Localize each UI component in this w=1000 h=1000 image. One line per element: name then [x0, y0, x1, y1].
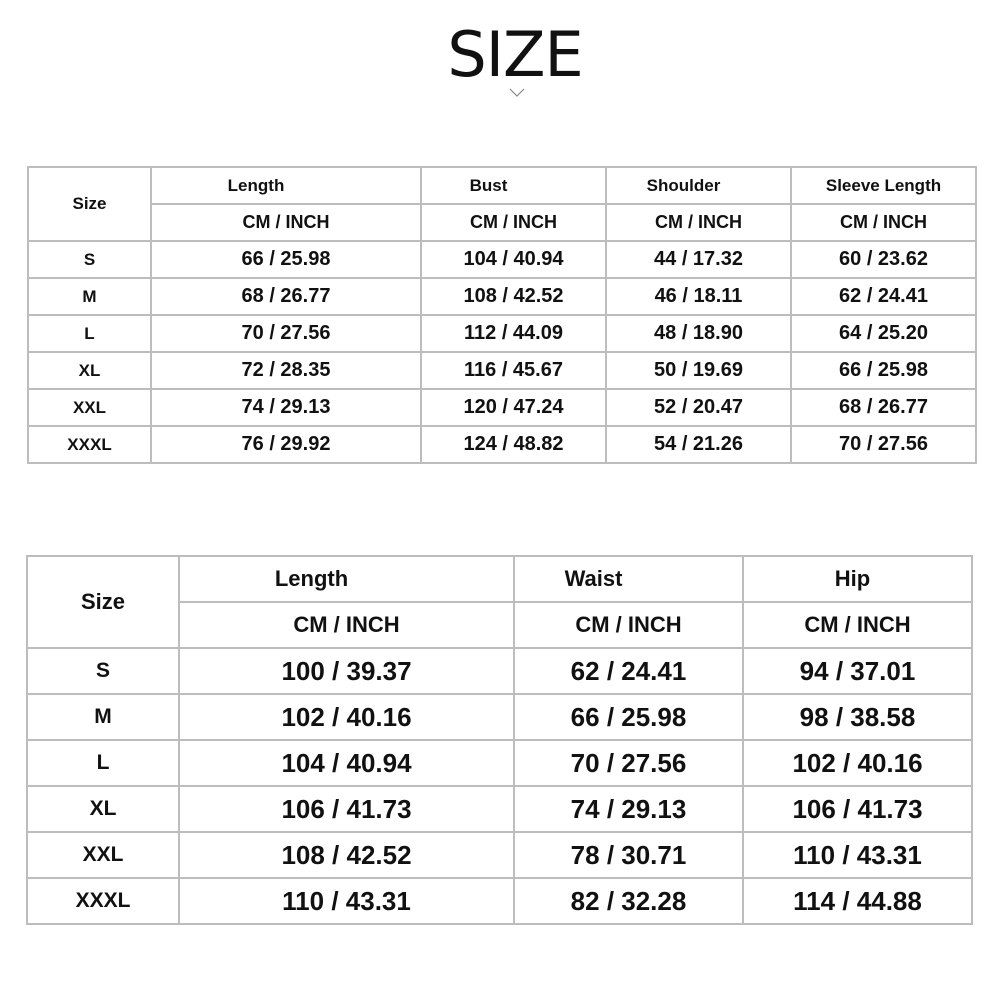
- value-cell: 72 / 28.35: [150, 351, 422, 390]
- header-row: Size Length Bust Shoulder Sleeve Length: [27, 166, 977, 242]
- column-header: Waist: [513, 555, 744, 603]
- value-cell: 50 / 19.69: [605, 351, 792, 390]
- value-cell: 112 / 44.09: [420, 314, 607, 353]
- unit-label: CM / INCH: [150, 203, 422, 242]
- value-cell: 104 / 40.94: [178, 739, 515, 787]
- chevron-down-icon: [509, 88, 525, 97]
- size-header: Size: [27, 166, 152, 242]
- table-row: M 68 / 26.77 108 / 42.52 46 / 18.11 62 / 24.…: [27, 277, 977, 316]
- value-cell: 124 / 48.82: [420, 425, 607, 464]
- size-cell: XL: [26, 785, 180, 833]
- value-cell: 66 / 25.98: [513, 693, 744, 741]
- table-row: XXL 108 / 42.52 78 / 30.71 110 / 43.31: [26, 831, 973, 879]
- value-cell: 114 / 44.88: [742, 877, 973, 925]
- column-header: Bust: [420, 166, 607, 205]
- value-cell: 66 / 25.98: [150, 240, 422, 279]
- table-row: L 70 / 27.56 112 / 44.09 48 / 18.90 64 / 25.…: [27, 314, 977, 353]
- size-cell: XXXL: [26, 877, 180, 925]
- value-cell: 70 / 27.56: [513, 739, 744, 787]
- unit-label: CM / INCH: [178, 601, 515, 649]
- value-cell: 64 / 25.20: [790, 314, 977, 353]
- top-size-table: Size Length Bust Shoulder Sleeve Length CM / …: [27, 166, 977, 464]
- value-cell: 62 / 24.41: [790, 277, 977, 316]
- table-row: L 104 / 40.94 70 / 27.56 102 / 40.16: [26, 739, 973, 787]
- value-cell: 52 / 20.47: [605, 388, 792, 427]
- column-header: Length: [150, 166, 422, 205]
- value-cell: 68 / 26.77: [150, 277, 422, 316]
- value-cell: 70 / 27.56: [150, 314, 422, 353]
- size-cell: S: [26, 647, 180, 695]
- size-cell: S: [27, 240, 152, 279]
- table-row: XL 72 / 28.35 116 / 45.67 50 / 19.69 66 / 25…: [27, 351, 977, 390]
- value-cell: 70 / 27.56: [790, 425, 977, 464]
- size-cell: M: [26, 693, 180, 741]
- size-cell: L: [26, 739, 180, 787]
- unit-label: CM / INCH: [790, 203, 977, 242]
- column-header: Hip: [742, 555, 973, 603]
- header-row: Size Length Waist Hip: [26, 555, 973, 649]
- unit-label: CM / INCH: [742, 601, 973, 649]
- column-header: Length: [178, 555, 515, 603]
- size-header: Size: [26, 555, 180, 649]
- value-cell: 82 / 32.28: [513, 877, 744, 925]
- table-row: XXXL 110 / 43.31 82 / 32.28 114 / 44.88: [26, 877, 973, 925]
- value-cell: 94 / 37.01: [742, 647, 973, 695]
- value-cell: 102 / 40.16: [178, 693, 515, 741]
- value-cell: 110 / 43.31: [742, 831, 973, 879]
- value-cell: 76 / 29.92: [150, 425, 422, 464]
- unit-label: CM / INCH: [420, 203, 607, 242]
- value-cell: 78 / 30.71: [513, 831, 744, 879]
- value-cell: 108 / 42.52: [178, 831, 515, 879]
- size-cell: M: [27, 277, 152, 316]
- table-row: XXL 74 / 29.13 120 / 47.24 52 / 20.47 68 / 2…: [27, 388, 977, 427]
- value-cell: 106 / 41.73: [742, 785, 973, 833]
- value-cell: 106 / 41.73: [178, 785, 515, 833]
- value-cell: 48 / 18.90: [605, 314, 792, 353]
- table-row: S 66 / 25.98 104 / 40.94 44 / 17.32 60 / 23.…: [27, 240, 977, 279]
- table-row: S 100 / 39.37 62 / 24.41 94 / 37.01: [26, 647, 973, 695]
- value-cell: 66 / 25.98: [790, 351, 977, 390]
- value-cell: 98 / 38.58: [742, 693, 973, 741]
- column-header: Sleeve Length: [790, 166, 977, 205]
- bottom-size-table: Size Length Waist Hip CM / INCH CM / INCH CM /…: [26, 555, 973, 925]
- value-cell: 100 / 39.37: [178, 647, 515, 695]
- value-cell: 116 / 45.67: [420, 351, 607, 390]
- size-cell: L: [27, 314, 152, 353]
- unit-row: CM / INCH CM / INCH CM / INCH: [27, 601, 973, 649]
- value-cell: 44 / 17.32: [605, 240, 792, 279]
- unit-label: CM / INCH: [513, 601, 744, 649]
- value-cell: 102 / 40.16: [742, 739, 973, 787]
- value-cell: 68 / 26.77: [790, 388, 977, 427]
- value-cell: 120 / 47.24: [420, 388, 607, 427]
- column-header: Shoulder: [605, 166, 792, 205]
- value-cell: 104 / 40.94: [420, 240, 607, 279]
- value-cell: 54 / 21.26: [605, 425, 792, 464]
- value-cell: 108 / 42.52: [420, 277, 607, 316]
- page-title: SIZE: [447, 18, 583, 91]
- size-cell: XXXL: [27, 425, 152, 464]
- size-cell: XXL: [26, 831, 180, 879]
- size-cell: XXL: [27, 388, 152, 427]
- unit-label: CM / INCH: [605, 203, 792, 242]
- value-cell: 46 / 18.11: [605, 277, 792, 316]
- value-cell: 74 / 29.13: [513, 785, 744, 833]
- table-row: XL 106 / 41.73 74 / 29.13 106 / 41.73: [26, 785, 973, 833]
- table-row: XXXL 76 / 29.92 124 / 48.82 54 / 21.26 70 / …: [27, 425, 977, 464]
- unit-row: CM / INCH CM / INCH CM / INCH CM / INCH: [28, 203, 977, 242]
- value-cell: 74 / 29.13: [150, 388, 422, 427]
- value-cell: 60 / 23.62: [790, 240, 977, 279]
- size-cell: XL: [27, 351, 152, 390]
- table-row: M 102 / 40.16 66 / 25.98 98 / 38.58: [26, 693, 973, 741]
- value-cell: 110 / 43.31: [178, 877, 515, 925]
- value-cell: 62 / 24.41: [513, 647, 744, 695]
